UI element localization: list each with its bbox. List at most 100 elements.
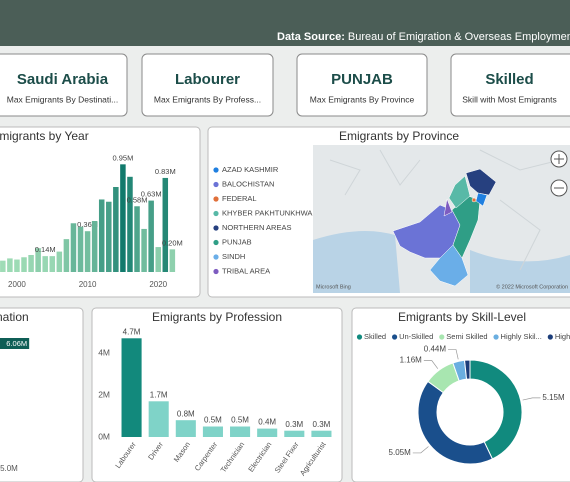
chart-title: Emigrants by Profession bbox=[152, 310, 282, 324]
data-label: 0.63M bbox=[141, 190, 162, 199]
bar bbox=[202, 426, 223, 437]
panel bbox=[0, 307, 84, 482]
cards: Saudi Arabia Max Emigrants By Destinati..… bbox=[0, 53, 570, 117]
header-label: Data Source: bbox=[277, 31, 345, 43]
bar bbox=[35, 248, 41, 272]
legend-marker bbox=[547, 334, 553, 340]
y-tick-label: 4M bbox=[98, 347, 110, 357]
bar bbox=[91, 221, 98, 272]
bar bbox=[121, 338, 142, 437]
bar bbox=[21, 257, 27, 272]
panel bbox=[351, 307, 570, 482]
data-label: 0.4M bbox=[258, 418, 276, 427]
leader-line bbox=[522, 397, 541, 401]
header-bar bbox=[0, 0, 570, 46]
bar bbox=[28, 255, 34, 272]
y-tick-label: 0M bbox=[98, 431, 110, 441]
card bbox=[141, 53, 274, 117]
zoom-in-icon bbox=[554, 154, 564, 164]
leader-line bbox=[448, 349, 459, 360]
skill-chart: Emigrants by Skill-Level Skilled Un-Skille… bbox=[356, 310, 570, 465]
bar bbox=[148, 401, 169, 437]
bar bbox=[98, 199, 105, 272]
legend-marker bbox=[213, 196, 219, 202]
destination-chart: Emigrants by Destination 6.06M 5.0M bbox=[0, 310, 30, 473]
donut-slice bbox=[464, 359, 471, 380]
card-value: Saudi Arabia bbox=[17, 71, 109, 88]
legend-marker bbox=[213, 254, 219, 260]
card bbox=[296, 53, 428, 117]
legend-marker bbox=[213, 210, 219, 217]
card-label: Max Emigrants By Province bbox=[310, 94, 415, 104]
bar bbox=[0, 260, 6, 272]
x-tick-label: 5.0M bbox=[0, 464, 18, 473]
data-label: 0.3M bbox=[313, 420, 331, 429]
bar bbox=[169, 249, 176, 272]
bar bbox=[113, 187, 119, 272]
legend-label: BALOCHISTAN bbox=[222, 179, 274, 188]
legend-label: PUNJAB bbox=[222, 237, 252, 246]
data-label: 0.8M bbox=[177, 409, 195, 418]
legend-marker bbox=[213, 167, 219, 173]
bar bbox=[120, 164, 126, 272]
map-border bbox=[329, 149, 561, 271]
legend-marker bbox=[213, 268, 219, 275]
data-label: 0.20M bbox=[162, 238, 183, 247]
bar bbox=[162, 177, 169, 272]
bar bbox=[42, 256, 48, 272]
card-label: Max Emigrants By Destinati... bbox=[7, 94, 118, 104]
data-label: 0.5M bbox=[204, 416, 222, 425]
region bbox=[465, 168, 497, 196]
donut-slice bbox=[469, 359, 523, 460]
data-label: 1.16M bbox=[400, 356, 423, 365]
bar bbox=[70, 223, 77, 272]
legend-label: AZAD KASHMIR bbox=[222, 165, 279, 174]
x-tick-label: 2020 bbox=[149, 280, 167, 289]
data-label: 0.5M bbox=[231, 416, 249, 425]
card bbox=[0, 53, 128, 117]
region bbox=[451, 195, 481, 259]
bar bbox=[155, 247, 161, 272]
card-value: Skilled bbox=[485, 71, 533, 88]
bar bbox=[257, 428, 278, 437]
legend-marker bbox=[493, 334, 499, 340]
leader-line bbox=[423, 360, 439, 369]
region bbox=[475, 192, 488, 207]
leader-line bbox=[412, 446, 429, 454]
data-label: 5.05M bbox=[389, 448, 412, 457]
bar bbox=[127, 176, 133, 272]
legend-label: Un-Skilled bbox=[399, 332, 433, 341]
legend-label: KHYBER PAKHTUNKHWA bbox=[222, 208, 312, 217]
data-label: 0.95M bbox=[112, 153, 133, 162]
x-tick-label: 2000 bbox=[8, 280, 26, 289]
data-label: 0.3M bbox=[285, 420, 303, 429]
data-label: 0.58M bbox=[127, 195, 148, 204]
legend-label: FEDERAL bbox=[222, 194, 257, 203]
card bbox=[450, 53, 570, 117]
bar bbox=[49, 256, 56, 272]
legend-label: Skilled bbox=[364, 332, 386, 341]
legend-marker bbox=[439, 334, 445, 340]
card-label: Skill with Most Emigrants bbox=[462, 94, 556, 104]
chart-title: Emigrants by Skill-Level bbox=[398, 310, 526, 324]
region bbox=[443, 198, 453, 217]
bar bbox=[77, 226, 84, 272]
data-label: 1.7M bbox=[150, 390, 168, 399]
data-label: 4.7M bbox=[123, 327, 141, 336]
bar bbox=[14, 259, 20, 272]
bar bbox=[106, 201, 112, 272]
data-label: 6.06M bbox=[6, 339, 27, 348]
bar bbox=[63, 239, 70, 272]
card-label: Max Emigrants By Profess... bbox=[154, 94, 261, 104]
legend-label: Highly Skil... bbox=[501, 332, 542, 341]
chart-title: Emigrants by Destination bbox=[0, 310, 29, 324]
data-label: 0.36M bbox=[77, 220, 98, 229]
legend-marker bbox=[356, 334, 363, 340]
province-map: Emigrants by Province AZAD KASHMIR BALOCHI… bbox=[213, 129, 570, 293]
legend-label: Highly Qualified bbox=[555, 332, 570, 341]
legend-label: Semi Skilled bbox=[446, 332, 487, 341]
card-value: PUNJAB bbox=[331, 71, 393, 88]
legend-label: SINDH bbox=[222, 252, 245, 261]
bar bbox=[311, 430, 332, 437]
